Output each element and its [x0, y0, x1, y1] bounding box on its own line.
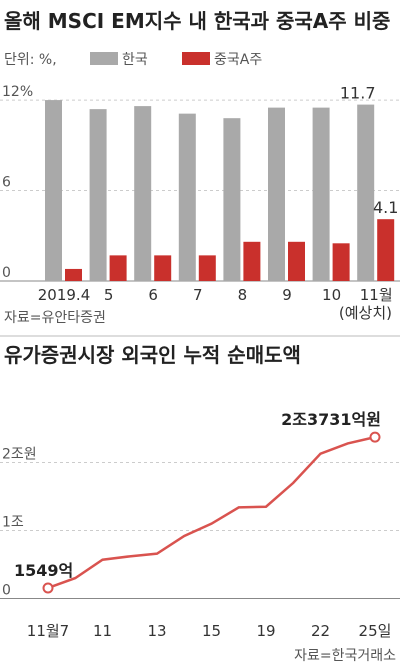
source: 자료=유안타증권	[4, 310, 106, 326]
x-tick-label: 11월	[360, 286, 393, 304]
legend-swatch	[90, 52, 118, 65]
y-tick-label: 1조	[2, 515, 24, 531]
x-tick-label: 25일	[359, 622, 392, 640]
source: 자료=한국거래소	[294, 648, 396, 664]
y-tick-label: 6	[2, 175, 11, 191]
x-tick-label: 2019.4	[38, 286, 91, 304]
bar	[45, 100, 62, 281]
annotation: (예상치)	[339, 304, 392, 322]
legend-swatch	[182, 52, 210, 65]
bar	[312, 107, 330, 281]
data-label: 2조3731억원	[281, 410, 381, 429]
data-label: 11.7	[340, 84, 376, 103]
y-tick-label: 2조원	[2, 447, 37, 463]
bar	[109, 255, 127, 281]
x-tick-label: 19	[256, 622, 275, 640]
x-tick-label: 11	[93, 622, 112, 640]
y-tick-label: 0	[2, 265, 11, 281]
chart-title: 올해 MSCI EM지수 내 한국과 중국A주 비중	[4, 9, 390, 33]
chart-title: 유가증권시장 외국인 누적 순매도액	[4, 343, 301, 367]
bar	[243, 241, 261, 281]
bar	[332, 243, 350, 281]
x-tick-label: 13	[147, 622, 166, 640]
bar	[223, 118, 241, 282]
x-tick-label: 5	[104, 286, 114, 304]
bar	[65, 268, 82, 281]
x-tick-label: 9	[282, 286, 292, 304]
bar	[357, 104, 375, 281]
subtitle: 단위: %,	[4, 52, 57, 68]
bar	[134, 106, 152, 281]
bar	[178, 113, 196, 282]
y-tick-label: 0	[2, 583, 11, 599]
bar	[198, 255, 216, 281]
data-label: 4.1	[373, 198, 398, 217]
legend-label: 중국A주	[214, 52, 262, 68]
x-tick-label: 7	[193, 286, 203, 304]
marker	[42, 582, 54, 594]
x-tick-label: 22	[311, 622, 330, 640]
bar	[268, 107, 285, 281]
x-tick-label: 6	[148, 286, 158, 304]
marker	[369, 431, 381, 443]
x-tick-label: 8	[238, 286, 248, 304]
line	[47, 435, 376, 590]
bar	[377, 219, 395, 281]
bar	[154, 255, 172, 281]
bar	[89, 109, 107, 281]
data-label: 1549억	[14, 561, 73, 580]
x-tick-label: 11월7	[27, 622, 69, 640]
y-tick-label: 12%	[2, 84, 33, 100]
legend-label: 한국	[122, 52, 148, 68]
bar	[288, 241, 305, 281]
x-tick-label: 10	[322, 286, 341, 304]
x-tick-label: 15	[202, 622, 221, 640]
